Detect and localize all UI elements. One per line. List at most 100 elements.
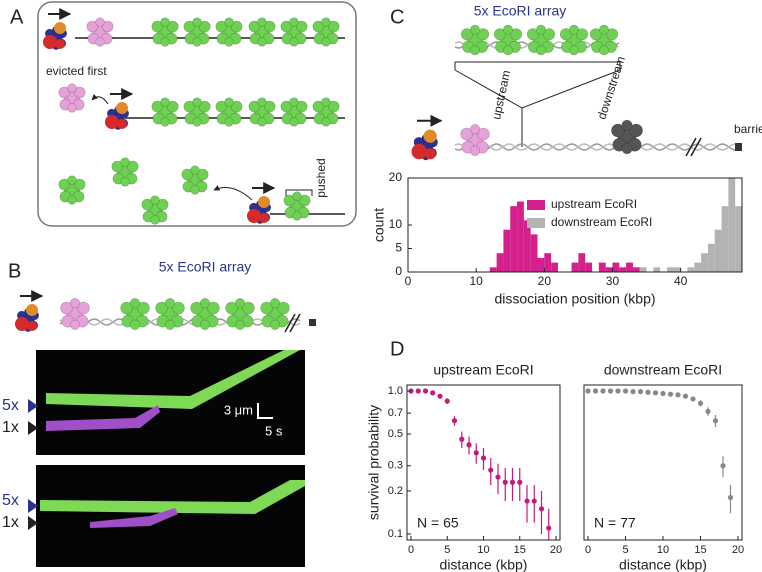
blob-part — [160, 37, 170, 47]
ecori-protein — [183, 17, 211, 47]
blob-part — [248, 100, 261, 113]
fan — [454, 61, 621, 147]
ecori-protein — [120, 298, 150, 330]
blob-part — [77, 301, 90, 315]
blob-part — [493, 28, 507, 41]
blob-part — [230, 100, 243, 113]
bar — [523, 220, 531, 272]
blob-part — [327, 100, 340, 113]
chart-title: upstream EcoRI — [433, 362, 533, 378]
blob-part — [160, 17, 170, 27]
ecori-protein — [225, 298, 255, 330]
polymerase-part — [15, 317, 29, 331]
blob-part — [172, 301, 185, 315]
bar — [598, 262, 606, 272]
blob-part — [469, 124, 481, 135]
pink-ecori — [86, 17, 114, 47]
bar — [503, 229, 511, 272]
point — [531, 498, 537, 504]
blob-part — [289, 117, 299, 127]
point — [697, 400, 704, 406]
annotation: evicted first — [46, 64, 107, 78]
bar — [585, 262, 593, 272]
dna — [454, 143, 736, 151]
blob-part — [95, 17, 105, 27]
x-tick-label: 40 — [674, 274, 688, 288]
point — [690, 396, 696, 402]
blob-part — [156, 198, 169, 211]
barrier — [309, 319, 316, 326]
blob-part — [224, 117, 234, 127]
blob-part — [536, 45, 546, 56]
legend-swatch — [527, 200, 545, 210]
blob-part — [542, 28, 556, 41]
blob-part — [621, 143, 633, 155]
blob-part — [621, 119, 633, 131]
bar — [605, 267, 613, 272]
bar — [653, 267, 661, 272]
blob-part — [509, 28, 523, 41]
ecori-protein — [215, 17, 243, 47]
ecori-protein — [181, 165, 209, 195]
blob-part — [242, 301, 255, 315]
barrier — [735, 143, 742, 151]
pink-ecori — [58, 83, 86, 113]
ecori-protein — [141, 195, 169, 225]
blob-part — [269, 319, 281, 330]
point — [720, 463, 726, 469]
blob-part — [199, 298, 211, 309]
blob-part — [257, 117, 267, 127]
bar — [735, 206, 742, 272]
polymerase-part — [424, 148, 436, 160]
bar — [489, 267, 497, 272]
bar — [632, 267, 640, 272]
blob-part — [190, 185, 200, 195]
polymerase-part — [55, 39, 65, 49]
blob-part — [312, 100, 325, 113]
panel-label: C — [390, 6, 404, 28]
ecori-protein — [190, 298, 220, 330]
bar — [510, 206, 518, 272]
plot-area — [585, 388, 734, 514]
polymerase-part — [259, 213, 269, 223]
blob-part — [67, 103, 77, 113]
annotation: N = 77 — [594, 515, 636, 531]
magenta-trace — [46, 405, 160, 431]
blob-part — [263, 20, 276, 33]
blob-part — [283, 194, 296, 207]
point — [652, 390, 659, 396]
blob-part — [67, 83, 77, 93]
ecori-protein — [589, 24, 619, 56]
blob-part — [269, 298, 281, 309]
blob-part — [58, 178, 71, 191]
point — [592, 388, 599, 394]
blob-part — [476, 28, 490, 41]
polymerase-part — [423, 129, 437, 143]
x-tick-label: 10 — [477, 544, 489, 556]
blob-part — [569, 45, 579, 56]
bar — [728, 178, 736, 272]
ecori-protein — [312, 17, 340, 47]
pink-ecori — [60, 298, 90, 330]
blob-part — [141, 198, 154, 211]
polymerase-part — [54, 22, 66, 34]
bar — [707, 243, 715, 272]
annotation: upstream — [489, 69, 513, 121]
y-tick-label: 1.0 — [388, 385, 403, 397]
x-tick-label: 20 — [732, 544, 744, 556]
array-label: 5x EcoRI array — [159, 259, 252, 275]
y-tick-label: 0 — [395, 264, 402, 278]
kymo-label: 5x — [2, 492, 19, 509]
point — [667, 391, 674, 397]
chart-title: downstream EcoRI — [604, 362, 722, 378]
array-label: 5x EcoRI array — [474, 3, 567, 19]
blob-part — [321, 117, 331, 127]
blob-part — [321, 37, 331, 47]
bar — [694, 262, 702, 272]
blob-part — [257, 97, 267, 107]
blob-part — [207, 301, 220, 315]
x-tick-label: 10 — [469, 274, 483, 288]
green-trace — [40, 480, 305, 514]
bar — [673, 267, 681, 272]
